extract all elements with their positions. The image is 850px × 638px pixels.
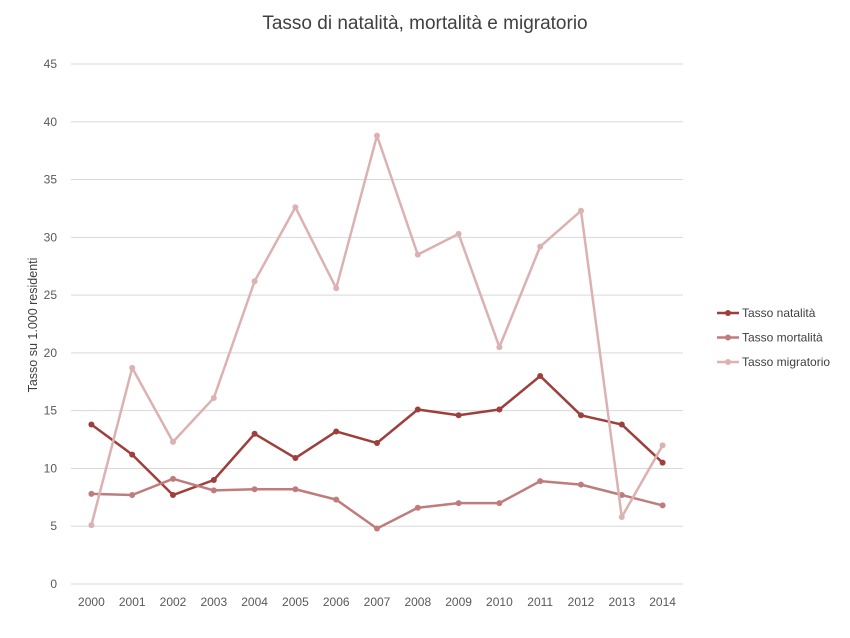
- data-point: [659, 442, 666, 449]
- data-point: [496, 500, 503, 507]
- data-point: [292, 486, 299, 493]
- data-point: [170, 438, 176, 445]
- y-tick-label: 30: [44, 230, 58, 244]
- x-tick-label: 2009: [445, 595, 472, 609]
- y-tick-label: 15: [44, 404, 58, 418]
- data-point: [578, 412, 584, 419]
- data-point: [292, 455, 299, 462]
- legend-item: Tasso mortalità: [717, 331, 823, 345]
- y-tick-label: 35: [44, 173, 58, 187]
- data-point: [618, 421, 625, 428]
- data-point: [88, 490, 95, 497]
- x-tick-label: 2005: [282, 595, 309, 609]
- x-tick-label: 2004: [241, 595, 268, 609]
- data-point: [537, 478, 544, 485]
- data-point: [333, 285, 340, 292]
- x-tick-label: 2012: [568, 595, 595, 609]
- data-point: [496, 406, 503, 413]
- data-point: [496, 344, 503, 351]
- data-point: [537, 243, 544, 250]
- data-point: [251, 278, 258, 285]
- series-line: [90, 134, 664, 526]
- data-point: [618, 513, 625, 520]
- data-point: [210, 477, 217, 483]
- data-point: [455, 500, 462, 507]
- legend-label: Tasso natalità: [742, 306, 816, 320]
- x-tick-label: 2008: [404, 595, 431, 609]
- x-tick-label: 2007: [364, 595, 391, 609]
- data-point: [659, 459, 666, 466]
- legend-item: Tasso natalità: [717, 306, 816, 320]
- series-3: [88, 132, 666, 529]
- data-point: [333, 428, 340, 435]
- data-point: [414, 406, 421, 413]
- y-tick-label: 40: [44, 115, 58, 129]
- data-point: [170, 492, 176, 499]
- y-tick-label: 0: [50, 577, 57, 591]
- chart-title: Tasso di natalità, mortalità e migratori…: [262, 13, 587, 34]
- legend-item: Tasso migratorio: [717, 355, 830, 369]
- legend: Tasso natalità Tasso mortalità Tasso migra…: [717, 306, 830, 369]
- x-tick-label: 2011: [527, 595, 553, 609]
- data-point: [88, 522, 95, 529]
- x-tick-label: 2014: [649, 595, 676, 609]
- x-tick-label: 2002: [160, 595, 187, 609]
- y-tick-label: 45: [44, 57, 58, 71]
- data-point: [292, 204, 299, 211]
- data-point: [659, 502, 666, 509]
- legend-marker: [725, 359, 731, 365]
- x-tick-label: 2003: [200, 595, 227, 609]
- data-point: [374, 132, 380, 139]
- series-lines: [88, 132, 666, 532]
- legend-label: Tasso mortalità: [742, 331, 823, 345]
- legend-marker: [725, 334, 731, 341]
- data-point: [374, 440, 380, 447]
- data-point: [129, 492, 136, 499]
- data-point: [374, 525, 380, 532]
- x-axis-ticks: 2000 2001 2002 2003 2004 2005 2006 2007 2008 2009…: [78, 595, 676, 609]
- legend-label: Tasso migratorio: [742, 355, 830, 369]
- series-line: [90, 374, 664, 497]
- data-point: [578, 207, 584, 214]
- data-point: [210, 487, 217, 494]
- data-point: [129, 451, 136, 458]
- x-tick-label: 2010: [486, 595, 513, 609]
- data-point: [333, 496, 340, 503]
- data-point: [210, 394, 217, 401]
- y-axis-label: Tasso su 1.000 residenti: [26, 258, 40, 393]
- data-point: [251, 486, 258, 493]
- y-tick-label: 20: [44, 346, 58, 360]
- series-1: [88, 373, 666, 499]
- legend-marker: [725, 310, 731, 316]
- data-point: [88, 421, 95, 428]
- series-2: [88, 475, 666, 532]
- data-point: [414, 504, 421, 511]
- data-point: [170, 475, 176, 482]
- series-line: [91, 477, 663, 530]
- data-point: [537, 373, 544, 379]
- data-point: [251, 430, 258, 437]
- y-axis-ticks: 0 5 10 15 20 25 30 35 40 45: [44, 57, 58, 591]
- y-tick-label: 25: [44, 288, 58, 302]
- gridlines: [71, 63, 683, 585]
- data-point: [455, 412, 462, 419]
- data-point: [578, 481, 584, 488]
- y-tick-label: 5: [50, 519, 57, 533]
- x-tick-label: 2000: [78, 595, 105, 609]
- data-point: [129, 364, 136, 371]
- x-tick-label: 2013: [608, 595, 635, 609]
- y-tick-label: 10: [44, 461, 58, 475]
- data-point: [455, 230, 462, 237]
- data-point: [414, 251, 421, 258]
- x-tick-label: 2006: [323, 595, 350, 609]
- x-tick-label: 2001: [119, 595, 146, 609]
